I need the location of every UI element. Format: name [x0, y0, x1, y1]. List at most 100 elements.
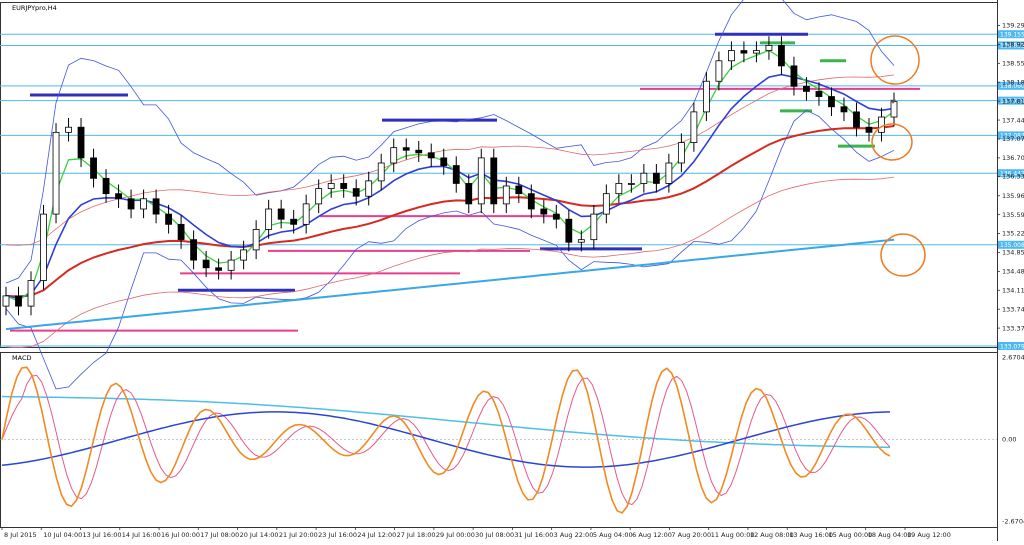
- ma-long-line: [5, 238, 895, 331]
- y-tick-label: 139.290: [1002, 22, 1024, 30]
- x-tick-label: 18 Aug 04:00: [868, 531, 912, 539]
- macd-long-line: [1, 395, 891, 449]
- candle-body: [753, 50, 760, 54]
- envelope-upper: [5, 74, 895, 246]
- candle-body: [290, 218, 298, 225]
- x-tick-label: 16 Jul 00:00: [161, 531, 200, 539]
- candle-body: [202, 259, 210, 269]
- candle-body: [652, 172, 660, 184]
- x-tick-label: 21 Jul 20:00: [279, 531, 318, 539]
- candle-body: [740, 50, 748, 54]
- candle-body: [327, 183, 335, 189]
- candle-body: [227, 259, 235, 271]
- chart-title: EURJPYpro,H4: [12, 4, 57, 12]
- y-tick-label: 136.335: [1002, 173, 1024, 181]
- x-tick-label: 13 Aug 16:00: [789, 531, 833, 539]
- y-tick-label: 134.480: [1002, 268, 1024, 276]
- candle-body: [90, 157, 97, 179]
- candle-body: [865, 126, 873, 133]
- candle-body: [277, 208, 285, 220]
- candle-body: [2, 295, 10, 307]
- x-tick-label: 3 Aug 22:00: [554, 531, 594, 539]
- candle-body: [102, 177, 110, 195]
- y-tick-label: 137.070: [1002, 135, 1024, 143]
- x-tick-label: 13 Jul 16:00: [83, 531, 122, 539]
- y-tick-label: 133.740: [1002, 305, 1024, 313]
- candle-body: [728, 50, 735, 62]
- level-tag-5: [998, 169, 1024, 178]
- x-tick-label: 5 Aug 04:00: [593, 531, 633, 539]
- level-tag-7: [998, 341, 1024, 350]
- candle-body: [365, 180, 373, 197]
- candle-body: [452, 165, 460, 184]
- x-tick-label: 19 Aug 12:00: [907, 531, 951, 539]
- candle-body: [52, 131, 60, 215]
- candle-body: [615, 183, 623, 195]
- x-tick-label: 15 Aug 00:00: [828, 531, 872, 539]
- candle-body: [352, 188, 360, 197]
- candle-body: [77, 126, 85, 159]
- candle-body: [190, 239, 198, 261]
- current-price-arrow: [890, 99, 896, 104]
- candle-body: [140, 198, 147, 210]
- x-tick-label: 30 Jul 08:00: [475, 531, 514, 539]
- candle-body: [115, 193, 122, 200]
- candle-body: [465, 183, 473, 205]
- y-tick-label: 138.550: [1002, 60, 1024, 68]
- candle-body: [402, 147, 410, 151]
- macd-main-line: [1, 411, 891, 468]
- candle-body: [315, 188, 323, 205]
- candle-body: [152, 198, 160, 215]
- candle-body: [815, 91, 823, 97]
- candle-body: [440, 157, 448, 166]
- candle-body: [377, 162, 385, 182]
- candle-body: [127, 198, 135, 210]
- x-tick-label: 8 Jul 2015: [4, 531, 37, 539]
- level-tag-0: [998, 30, 1024, 39]
- x-tick-label: 12 Aug 08:00: [750, 531, 794, 539]
- candle-body: [577, 239, 585, 243]
- macd-y-tick-label: 0.00: [1002, 436, 1016, 444]
- candle-body: [477, 157, 485, 205]
- candle-body: [215, 267, 223, 271]
- level-label-0: 139.155: [1000, 32, 1024, 39]
- y-tick-label: 133.370: [1002, 324, 1024, 332]
- y-tick-label: 136.700: [1002, 154, 1024, 162]
- level-tag-1: [998, 41, 1024, 50]
- candle-body: [627, 183, 635, 185]
- candle-body: [252, 229, 260, 251]
- candle-body: [40, 213, 47, 281]
- y-tick-label: 138.920: [1002, 41, 1024, 49]
- candle-body: [702, 80, 710, 113]
- ma-slow-line: [5, 125, 895, 298]
- candle-body: [515, 185, 523, 195]
- candle-body: [665, 162, 673, 184]
- candle-body: [602, 193, 610, 215]
- candle-body: [415, 149, 423, 154]
- level-tag-4: [998, 131, 1024, 140]
- level-label-2: 138.060: [1000, 83, 1024, 90]
- x-tick-label: 24 Jul 12:00: [357, 531, 396, 539]
- y-tick-label: 137.440: [1002, 116, 1024, 124]
- y-tick-label: 138.180: [1002, 78, 1024, 86]
- bollinger-upper: [5, 0, 895, 284]
- candle-body: [590, 213, 598, 241]
- candle-body: [552, 213, 560, 220]
- y-tick-label: 135.590: [1002, 211, 1024, 219]
- highlight-circle-3: [880, 233, 926, 277]
- x-tick-label: 6 Aug 12:00: [632, 531, 672, 539]
- candle-body: [677, 142, 685, 164]
- x-tick-label: 29 Jul 00:00: [436, 531, 475, 539]
- level-label-7: 133.079: [1000, 343, 1024, 350]
- highlight-circle-2: [871, 123, 913, 161]
- macd-y-tick-label: -2.6704: [1002, 518, 1024, 526]
- candle-body: [790, 65, 798, 87]
- level-label-1: 138.822: [1000, 43, 1024, 50]
- candle-body: [240, 249, 248, 261]
- candle-body: [15, 295, 22, 307]
- y-tick-label: 137.810: [1002, 97, 1024, 105]
- candle-body: [853, 111, 860, 128]
- candle-body: [527, 193, 535, 210]
